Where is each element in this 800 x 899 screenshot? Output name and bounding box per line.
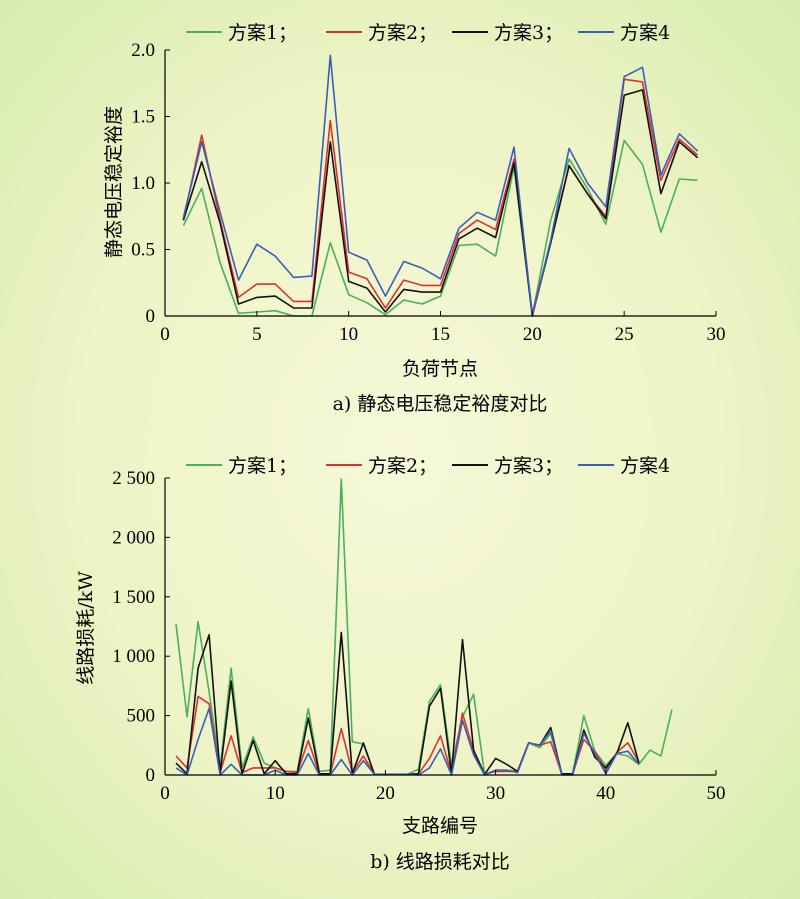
chart-b-legend-label-1: 方案1；	[228, 455, 297, 477]
chart-a-x-tick-label: 30	[707, 324, 726, 345]
chart-a-y-tick-label: 1.5	[131, 107, 155, 128]
chart-a-series-line-2	[182, 78, 699, 315]
chart-b-legend-label-2: 方案2；	[368, 455, 437, 477]
chart-b-legend-label-3: 方案3；	[494, 455, 563, 477]
chart-b-y-axis-title: 线路损耗/kW	[75, 571, 97, 685]
chart-a-x-tick-label: 15	[431, 324, 450, 345]
chart-a-x-axis-title: 负荷节点	[402, 358, 478, 380]
chart-b-x-tick-label: 40	[596, 783, 615, 804]
chart-a-axes: 0 5 10 15 20 25 30 0 0.5 1.0 1.5 2.0	[131, 40, 725, 345]
chart-a-legend-label-3: 方案3；	[494, 22, 563, 44]
chart-a-legend: 方案1； 方案2； 方案3； 方案4	[186, 22, 670, 44]
chart-a-x-tick-label: 25	[615, 324, 634, 345]
chart-b-legend-label-4: 方案4	[620, 455, 670, 477]
chart-a-y-tick-label: 0	[146, 306, 156, 327]
chart-a-y-tick-label: 1.0	[131, 173, 155, 194]
chart-a-caption: a) 静态电压稳定裕度对比	[333, 393, 548, 415]
chart-a-y-tick-label: 2.0	[131, 40, 155, 61]
chart-b-y-tick-label: 1 500	[112, 587, 155, 608]
chart-panel-a: 方案1； 方案2； 方案3； 方案4 0 5 10 15 20 25 30 0 0.5 1.0 1.5 2.…	[103, 22, 726, 415]
chart-a-series-line-3	[182, 89, 699, 317]
chart-a-x-tick-label: 20	[523, 324, 542, 345]
chart-a-series-group	[182, 54, 699, 317]
chart-b-x-axis-title: 支路编号	[402, 815, 478, 837]
chart-b-series-group	[175, 478, 673, 776]
chart-a-legend-label-4: 方案4	[620, 22, 670, 44]
chart-a-x-tick-label: 5	[252, 324, 262, 345]
chart-b-y-tick-label: 2 500	[112, 468, 155, 489]
chart-a-x-tick-label: 0	[160, 324, 170, 345]
chart-a-y-axis-title: 静态电压稳定裕度	[103, 106, 125, 258]
chart-b-caption: b) 线路损耗对比	[370, 851, 510, 873]
chart-a-legend-label-1: 方案1；	[228, 22, 297, 44]
chart-a-x-tick-label: 10	[339, 324, 358, 345]
chart-b-x-tick-label: 10	[266, 783, 285, 804]
chart-b-x-tick-label: 20	[376, 783, 395, 804]
chart-a-legend-label-2: 方案2；	[368, 22, 437, 44]
chart-a-y-tick-label: 0.5	[131, 240, 155, 261]
chart-a-series-line-1	[182, 139, 698, 317]
chart-b-y-tick-label: 500	[127, 706, 156, 727]
chart-b-series-line-3	[175, 631, 640, 776]
chart-b-x-tick-label: 0	[160, 783, 170, 804]
chart-b-x-tick-label: 30	[486, 783, 505, 804]
chart-b-y-tick-label: 0	[146, 765, 156, 786]
chart-b-legend: 方案1； 方案2； 方案3； 方案4	[186, 455, 670, 477]
chart-b-series-line-1	[175, 478, 673, 776]
chart-b-y-tick-label: 1 000	[112, 646, 155, 667]
chart-b-x-tick-label: 50	[707, 783, 726, 804]
chart-a-series-line-4	[182, 54, 699, 317]
chart-b-y-tick-label: 2 000	[112, 527, 155, 548]
